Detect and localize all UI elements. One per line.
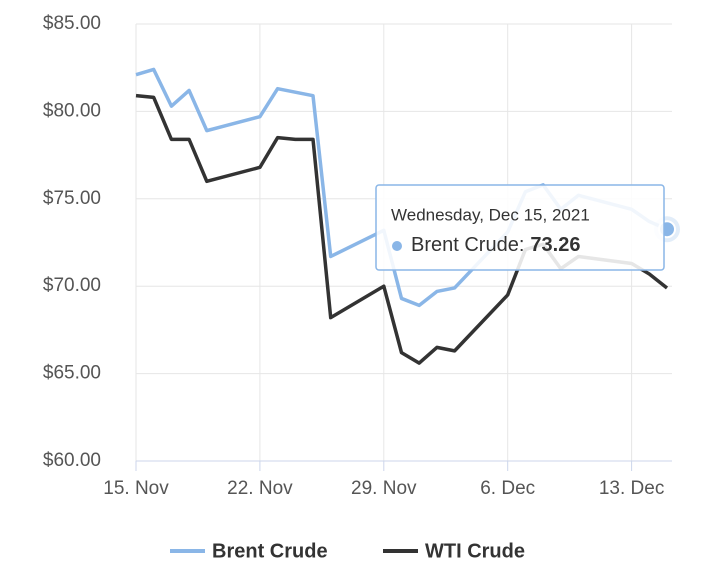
x-tick-label: 13. Dec: [599, 478, 664, 499]
y-tick-label: $65.00: [43, 363, 101, 384]
x-tick-label: 29. Nov: [351, 478, 417, 499]
x-tick-label: 6. Dec: [480, 478, 535, 499]
legend-label: Brent Crude: [212, 540, 328, 562]
x-tick-label: 15. Nov: [103, 478, 169, 499]
tooltip-value: 73.26: [530, 234, 580, 256]
legend: Brent Crude WTI Crude: [170, 540, 525, 562]
tooltip-dot: [392, 241, 402, 251]
tooltip: Wednesday, Dec 15, 2021 Brent Crude: 73.26: [375, 184, 665, 271]
tooltip-header: Wednesday, Dec 15, 2021: [391, 205, 590, 224]
y-tick-label: $85.00: [43, 13, 101, 34]
tooltip-box: [375, 184, 665, 271]
y-tick-label: $80.00: [43, 100, 101, 121]
tooltip-line: Brent Crude: 73.26: [411, 234, 580, 256]
grid: $60.00 $65.00 $70.00 $75.00 $80.00 $85.00 15. …: [43, 13, 672, 499]
y-tick-label: $75.00: [43, 188, 101, 209]
tooltip-label: Brent Crude:: [411, 234, 524, 256]
y-tick-label: $70.00: [43, 275, 101, 296]
legend-label: WTI Crude: [425, 540, 525, 562]
x-tick-label: 22. Nov: [227, 478, 293, 499]
y-tick-label: $60.00: [43, 450, 101, 471]
